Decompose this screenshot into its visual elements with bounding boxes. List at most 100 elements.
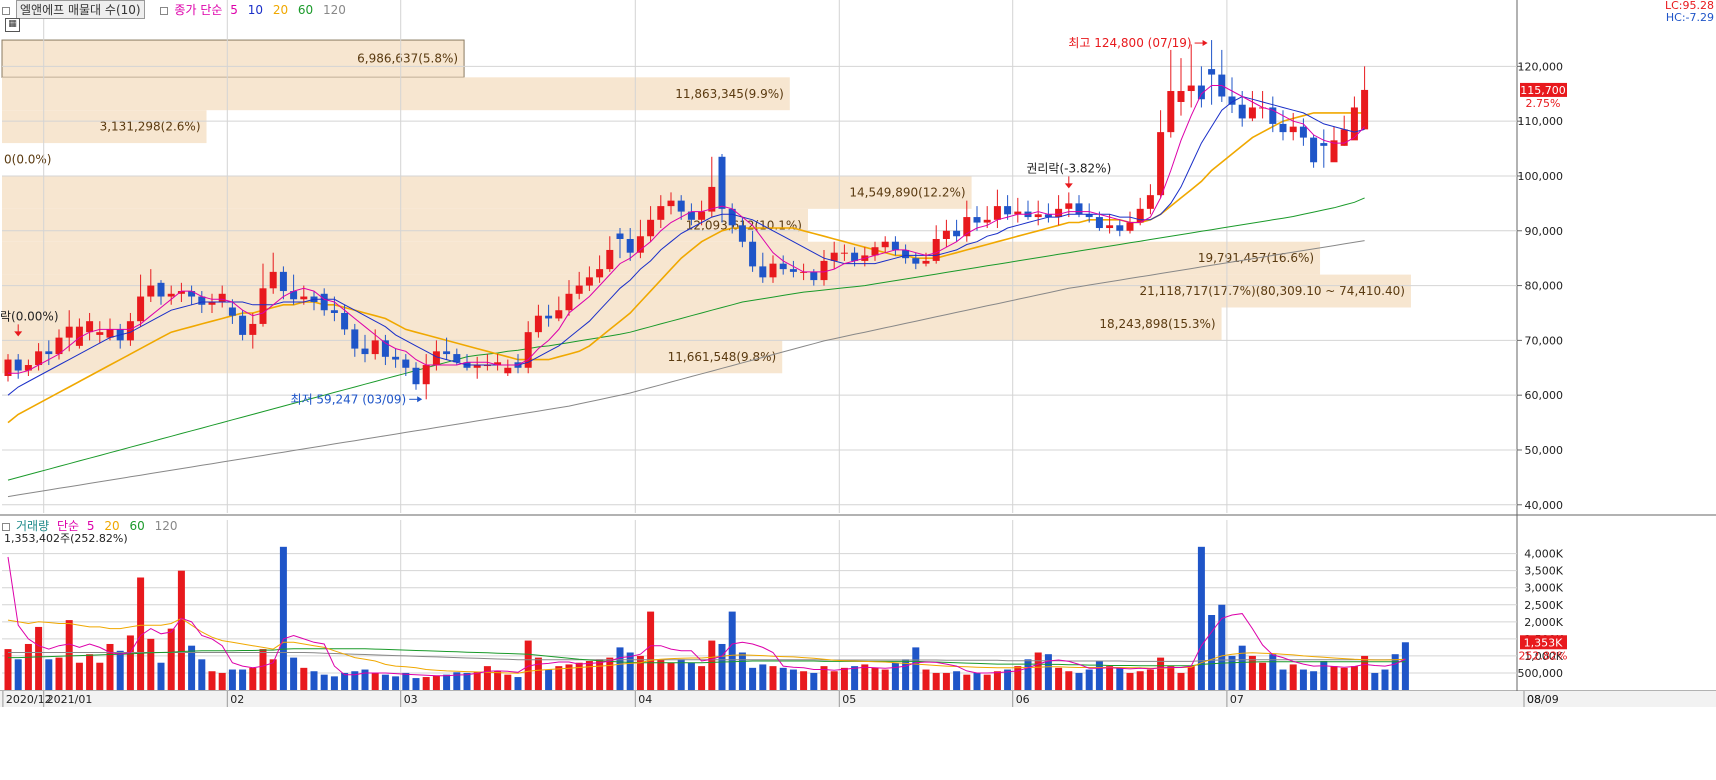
candle bbox=[667, 200, 675, 207]
candle bbox=[1289, 126, 1297, 133]
volume-bar bbox=[14, 659, 22, 690]
volume-bar bbox=[738, 652, 746, 690]
candle bbox=[881, 241, 889, 248]
volume-bar bbox=[667, 662, 675, 690]
price-panel-toggle-icon[interactable] bbox=[2, 6, 10, 15]
candle bbox=[361, 348, 369, 355]
volume-bar bbox=[973, 672, 981, 690]
volume-bar bbox=[55, 657, 63, 690]
volume-bar bbox=[1330, 666, 1338, 690]
volume-bar bbox=[1075, 672, 1083, 690]
high-price-arrowhead bbox=[1202, 40, 1208, 47]
volume-profile-bar bbox=[2, 307, 1222, 341]
date-label: 08/09 bbox=[1527, 693, 1559, 706]
volume-bar bbox=[147, 638, 155, 690]
volume-panel-toggle-icon[interactable] bbox=[2, 522, 10, 531]
volume-bar bbox=[851, 666, 859, 690]
volume-bar bbox=[1218, 604, 1226, 690]
volume-ma-5: 5 bbox=[86, 519, 95, 533]
volume-bar bbox=[1187, 666, 1195, 690]
candle bbox=[392, 356, 400, 360]
volume-bar bbox=[198, 659, 206, 690]
ma-toggle-icon[interactable] bbox=[160, 6, 169, 15]
candle bbox=[412, 367, 420, 385]
volume-ma-label: 단순 bbox=[56, 519, 80, 533]
candle bbox=[728, 208, 736, 226]
candle bbox=[606, 249, 614, 270]
volume-profile-bar bbox=[2, 208, 808, 242]
candle bbox=[1075, 203, 1083, 215]
candle bbox=[239, 315, 247, 335]
candle bbox=[228, 307, 236, 316]
candle bbox=[1197, 85, 1205, 100]
candle bbox=[891, 241, 899, 250]
volume-bar bbox=[218, 672, 226, 690]
candle bbox=[779, 263, 787, 270]
candle bbox=[698, 211, 706, 220]
candle bbox=[1106, 225, 1114, 229]
candle bbox=[596, 269, 604, 278]
volume-tick-label: 4,000K bbox=[1524, 548, 1563, 561]
volume-bar bbox=[698, 666, 706, 690]
candle bbox=[106, 329, 114, 338]
candle bbox=[269, 271, 277, 289]
candle bbox=[738, 225, 746, 242]
candle bbox=[290, 291, 298, 300]
candle bbox=[1228, 96, 1236, 105]
volume-bar bbox=[137, 577, 145, 690]
candle bbox=[320, 293, 328, 311]
volume-bar bbox=[606, 657, 614, 690]
volume-ma60-line bbox=[8, 648, 1406, 667]
ma-legend-10: 10 bbox=[247, 3, 263, 17]
event-label: 권리락(-3.82%) bbox=[1026, 161, 1111, 175]
candle bbox=[35, 351, 43, 366]
volume-bar bbox=[1391, 654, 1399, 690]
event-label: 배당락(0.00%) bbox=[0, 309, 59, 323]
volume-bar bbox=[779, 667, 787, 690]
candle bbox=[473, 365, 481, 368]
candle bbox=[534, 315, 542, 333]
candle bbox=[126, 321, 134, 341]
candle bbox=[432, 351, 440, 366]
volume-bar bbox=[402, 672, 410, 690]
volume-bar bbox=[708, 640, 716, 690]
candle bbox=[1136, 208, 1144, 223]
volume-tick-label: 2,000K bbox=[1524, 616, 1563, 629]
volume-bar bbox=[871, 667, 879, 690]
candle bbox=[1146, 195, 1154, 209]
volume-bar bbox=[840, 667, 848, 690]
candle bbox=[718, 156, 726, 209]
last-price-box bbox=[1520, 82, 1567, 97]
grid-table-icon[interactable]: ▦ bbox=[5, 18, 20, 32]
candle bbox=[647, 219, 655, 237]
volume-bar bbox=[1401, 642, 1409, 690]
volume-bar bbox=[1157, 657, 1165, 690]
volume-bar bbox=[545, 669, 553, 690]
volume-bar bbox=[922, 669, 930, 690]
volume-profile-label: 3,131,298(2.6%) bbox=[100, 120, 201, 134]
candle bbox=[1248, 107, 1256, 119]
volume-profile-label: 14,549,890(12.2%) bbox=[849, 185, 965, 199]
volume-bar bbox=[1106, 666, 1114, 690]
chart-title[interactable]: 엘앤에프 매물대 수(10) bbox=[16, 0, 145, 19]
last-volume-label: 1,353K bbox=[1524, 636, 1563, 649]
volume-bar bbox=[861, 664, 869, 690]
candle bbox=[279, 271, 287, 292]
candle bbox=[137, 296, 145, 322]
candle bbox=[1004, 206, 1012, 215]
volume-bar bbox=[728, 611, 736, 690]
volume-bar bbox=[1197, 546, 1205, 690]
price-tick-label: 100,000 bbox=[1518, 170, 1564, 183]
candle bbox=[1208, 69, 1216, 75]
volume-bar bbox=[677, 659, 685, 690]
volume-bar bbox=[647, 611, 655, 690]
volume-bar bbox=[1350, 666, 1358, 690]
candle bbox=[381, 340, 389, 357]
candle bbox=[443, 351, 451, 355]
volume-bar bbox=[953, 671, 961, 690]
date-label: 08 bbox=[1527, 693, 1541, 706]
volume-bar bbox=[1034, 652, 1042, 690]
volume-bar bbox=[453, 672, 461, 690]
volume-bar bbox=[473, 671, 481, 690]
